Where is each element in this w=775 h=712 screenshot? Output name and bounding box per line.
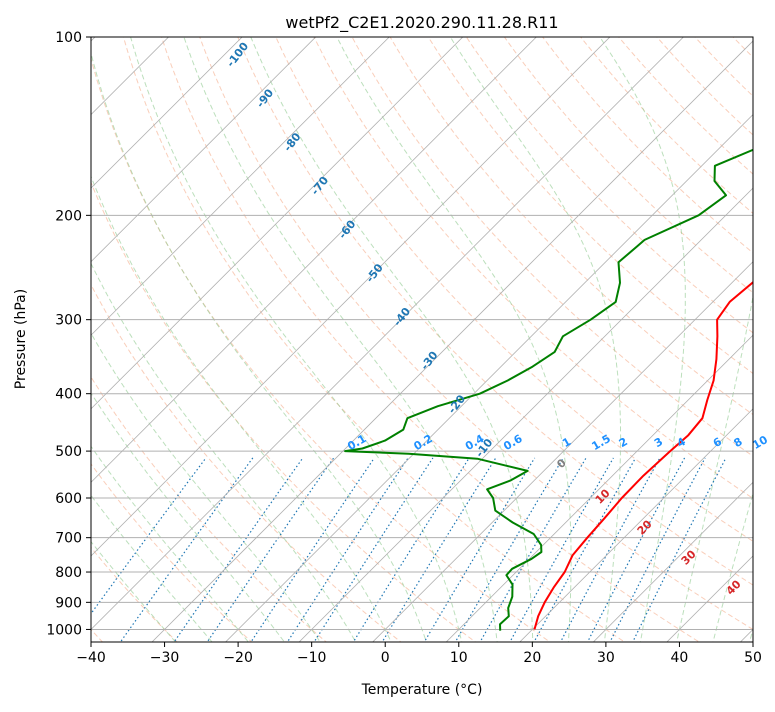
- x-tick-label: 10: [450, 650, 468, 666]
- x-tick-label: −30: [150, 650, 180, 666]
- y-tick-label: 600: [55, 491, 82, 507]
- chart-title: wetPf2_C2E1.2020.290.11.28.R11: [285, 13, 558, 33]
- y-tick-label: 300: [55, 313, 82, 329]
- y-tick-label: 500: [55, 444, 82, 460]
- x-tick-label: −40: [76, 650, 106, 666]
- x-tick-label: 30: [597, 650, 615, 666]
- y-tick-label: 800: [55, 565, 82, 581]
- x-axis-label: Temperature (°C): [361, 682, 483, 698]
- x-tick-label: 20: [523, 650, 541, 666]
- x-tick-label: −20: [223, 650, 253, 666]
- y-tick-label: 700: [55, 531, 82, 547]
- y-tick-label: 200: [55, 208, 82, 224]
- y-tick-label: 100: [55, 30, 82, 46]
- x-tick-label: 0: [381, 650, 390, 666]
- x-tick-label: 40: [671, 650, 689, 666]
- y-tick-label: 900: [55, 595, 82, 611]
- x-tick-label: 50: [744, 650, 762, 666]
- x-tick-label: −10: [297, 650, 327, 666]
- y-tick-label: 1000: [46, 622, 82, 638]
- y-tick-label: 400: [55, 387, 82, 403]
- y-axis-label: Pressure (hPa): [13, 289, 29, 389]
